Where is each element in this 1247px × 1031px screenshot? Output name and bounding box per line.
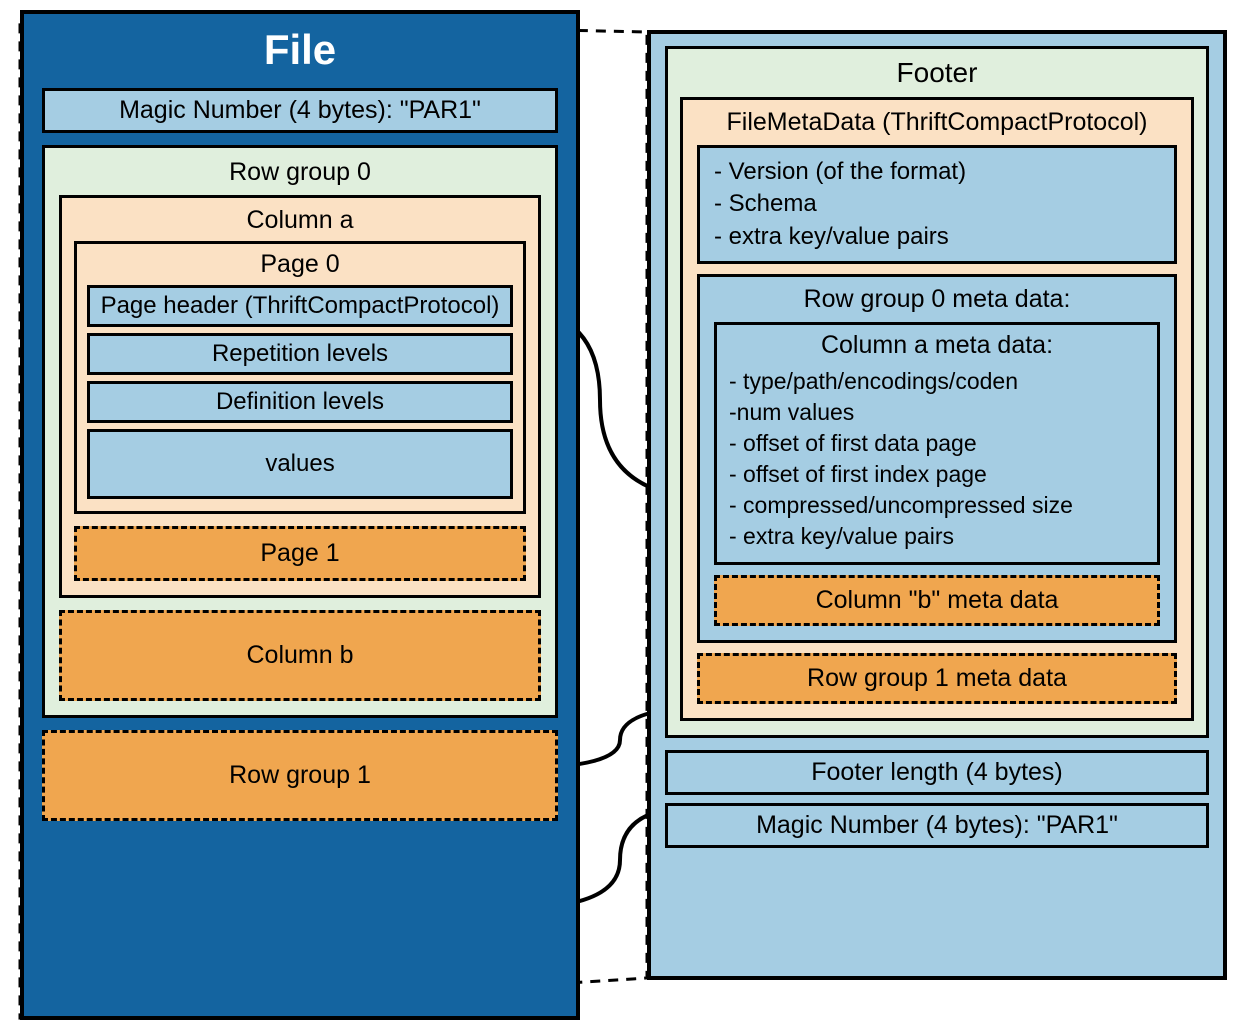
column-a-label: Column a bbox=[74, 206, 526, 235]
col-a-l3: - offset of first data page bbox=[729, 428, 1145, 459]
col-a-l4: - offset of first index page bbox=[729, 459, 1145, 490]
row-group-1-meta: Row group 1 meta data bbox=[697, 653, 1177, 704]
page-0: Page 0 Page header (ThriftCompactProtoco… bbox=[74, 241, 526, 514]
file-metadata-title: FileMetaData (ThriftCompactProtocol) bbox=[697, 108, 1177, 137]
column-b-meta: Column "b" meta data bbox=[714, 575, 1160, 626]
magic-number-bottom: Magic Number (4 bytes): "PAR1" bbox=[665, 803, 1209, 848]
fm-line3: - extra key/value pairs bbox=[714, 221, 1160, 253]
footer-title: Footer bbox=[680, 57, 1194, 89]
fm-line1: - Version (of the format) bbox=[714, 156, 1160, 188]
col-a-l6: - extra key/value pairs bbox=[729, 521, 1145, 552]
col-a-l2: -num values bbox=[729, 397, 1145, 428]
page-header: Page header (ThriftCompactProtocol) bbox=[87, 285, 513, 327]
column-a: Column a Page 0 Page header (ThriftCompa… bbox=[59, 195, 541, 598]
row-group-0-label: Row group 0 bbox=[59, 158, 541, 187]
column-a-meta: Column a meta data: - type/path/encoding… bbox=[714, 322, 1160, 565]
row-group-0: Row group 0 Column a Page 0 Page header … bbox=[42, 145, 558, 718]
page-1: Page 1 bbox=[74, 526, 526, 581]
file-metadata: FileMetaData (ThriftCompactProtocol) - V… bbox=[680, 97, 1194, 721]
file-metadata-contents: - Version (of the format) - Schema - ext… bbox=[697, 145, 1177, 264]
definition-levels: Definition levels bbox=[87, 381, 513, 423]
footer-panel: Footer FileMetaData (ThriftCompactProtoc… bbox=[647, 30, 1227, 980]
row-group-0-meta: Row group 0 meta data: Column a meta dat… bbox=[697, 274, 1177, 643]
footer-length: Footer length (4 bytes) bbox=[665, 750, 1209, 795]
col-a-l5: - compressed/uncompressed size bbox=[729, 490, 1145, 521]
repetition-levels: Repetition levels bbox=[87, 333, 513, 375]
magic-number-top: Magic Number (4 bytes): "PAR1" bbox=[42, 88, 558, 133]
row-group-1: Row group 1 bbox=[42, 730, 558, 821]
col-a-meta-title: Column a meta data: bbox=[729, 331, 1145, 360]
column-b: Column b bbox=[59, 610, 541, 701]
col-a-l1: - type/path/encodings/coden bbox=[729, 366, 1145, 397]
rg0-meta-title: Row group 0 meta data: bbox=[714, 285, 1160, 314]
footer-inner: Footer FileMetaData (ThriftCompactProtoc… bbox=[665, 46, 1209, 738]
values: values bbox=[87, 429, 513, 499]
file-title: File bbox=[42, 26, 558, 74]
fm-line2: - Schema bbox=[714, 188, 1160, 220]
file-panel: File Magic Number (4 bytes): "PAR1" Row … bbox=[20, 10, 580, 1020]
page-0-label: Page 0 bbox=[87, 250, 513, 279]
